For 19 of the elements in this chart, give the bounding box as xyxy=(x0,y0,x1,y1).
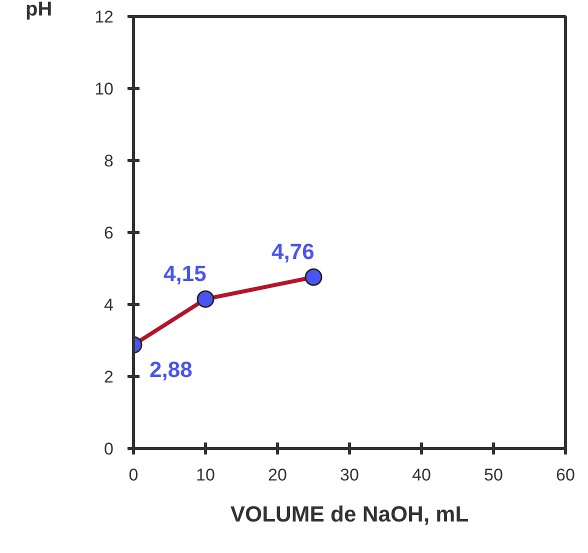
y-axis-title: pH xyxy=(26,0,52,20)
y-tick-label: 0 xyxy=(104,440,114,458)
x-tick-label: 20 xyxy=(268,466,287,484)
y-tick-label: 12 xyxy=(94,8,114,26)
y-tick-label: 2 xyxy=(104,368,114,386)
data-label: 4,15 xyxy=(164,261,206,286)
x-tick-label: 40 xyxy=(412,466,431,484)
y-tick-label: 8 xyxy=(104,152,114,170)
x-tick-label: 60 xyxy=(556,466,575,484)
data-label: 4,76 xyxy=(272,239,314,264)
x-axis-title: VOLUME de NaOH, mL xyxy=(230,502,469,526)
x-tick-label: 10 xyxy=(196,466,215,484)
y-tick-label: 10 xyxy=(94,80,114,98)
y-tick-label: 6 xyxy=(104,224,114,242)
x-tick-label: 0 xyxy=(128,466,138,484)
y-tick-label: 4 xyxy=(104,296,114,314)
x-tick-label: 30 xyxy=(340,466,359,484)
data-label: 2,88 xyxy=(150,356,192,382)
x-tick-label: 50 xyxy=(484,466,503,484)
